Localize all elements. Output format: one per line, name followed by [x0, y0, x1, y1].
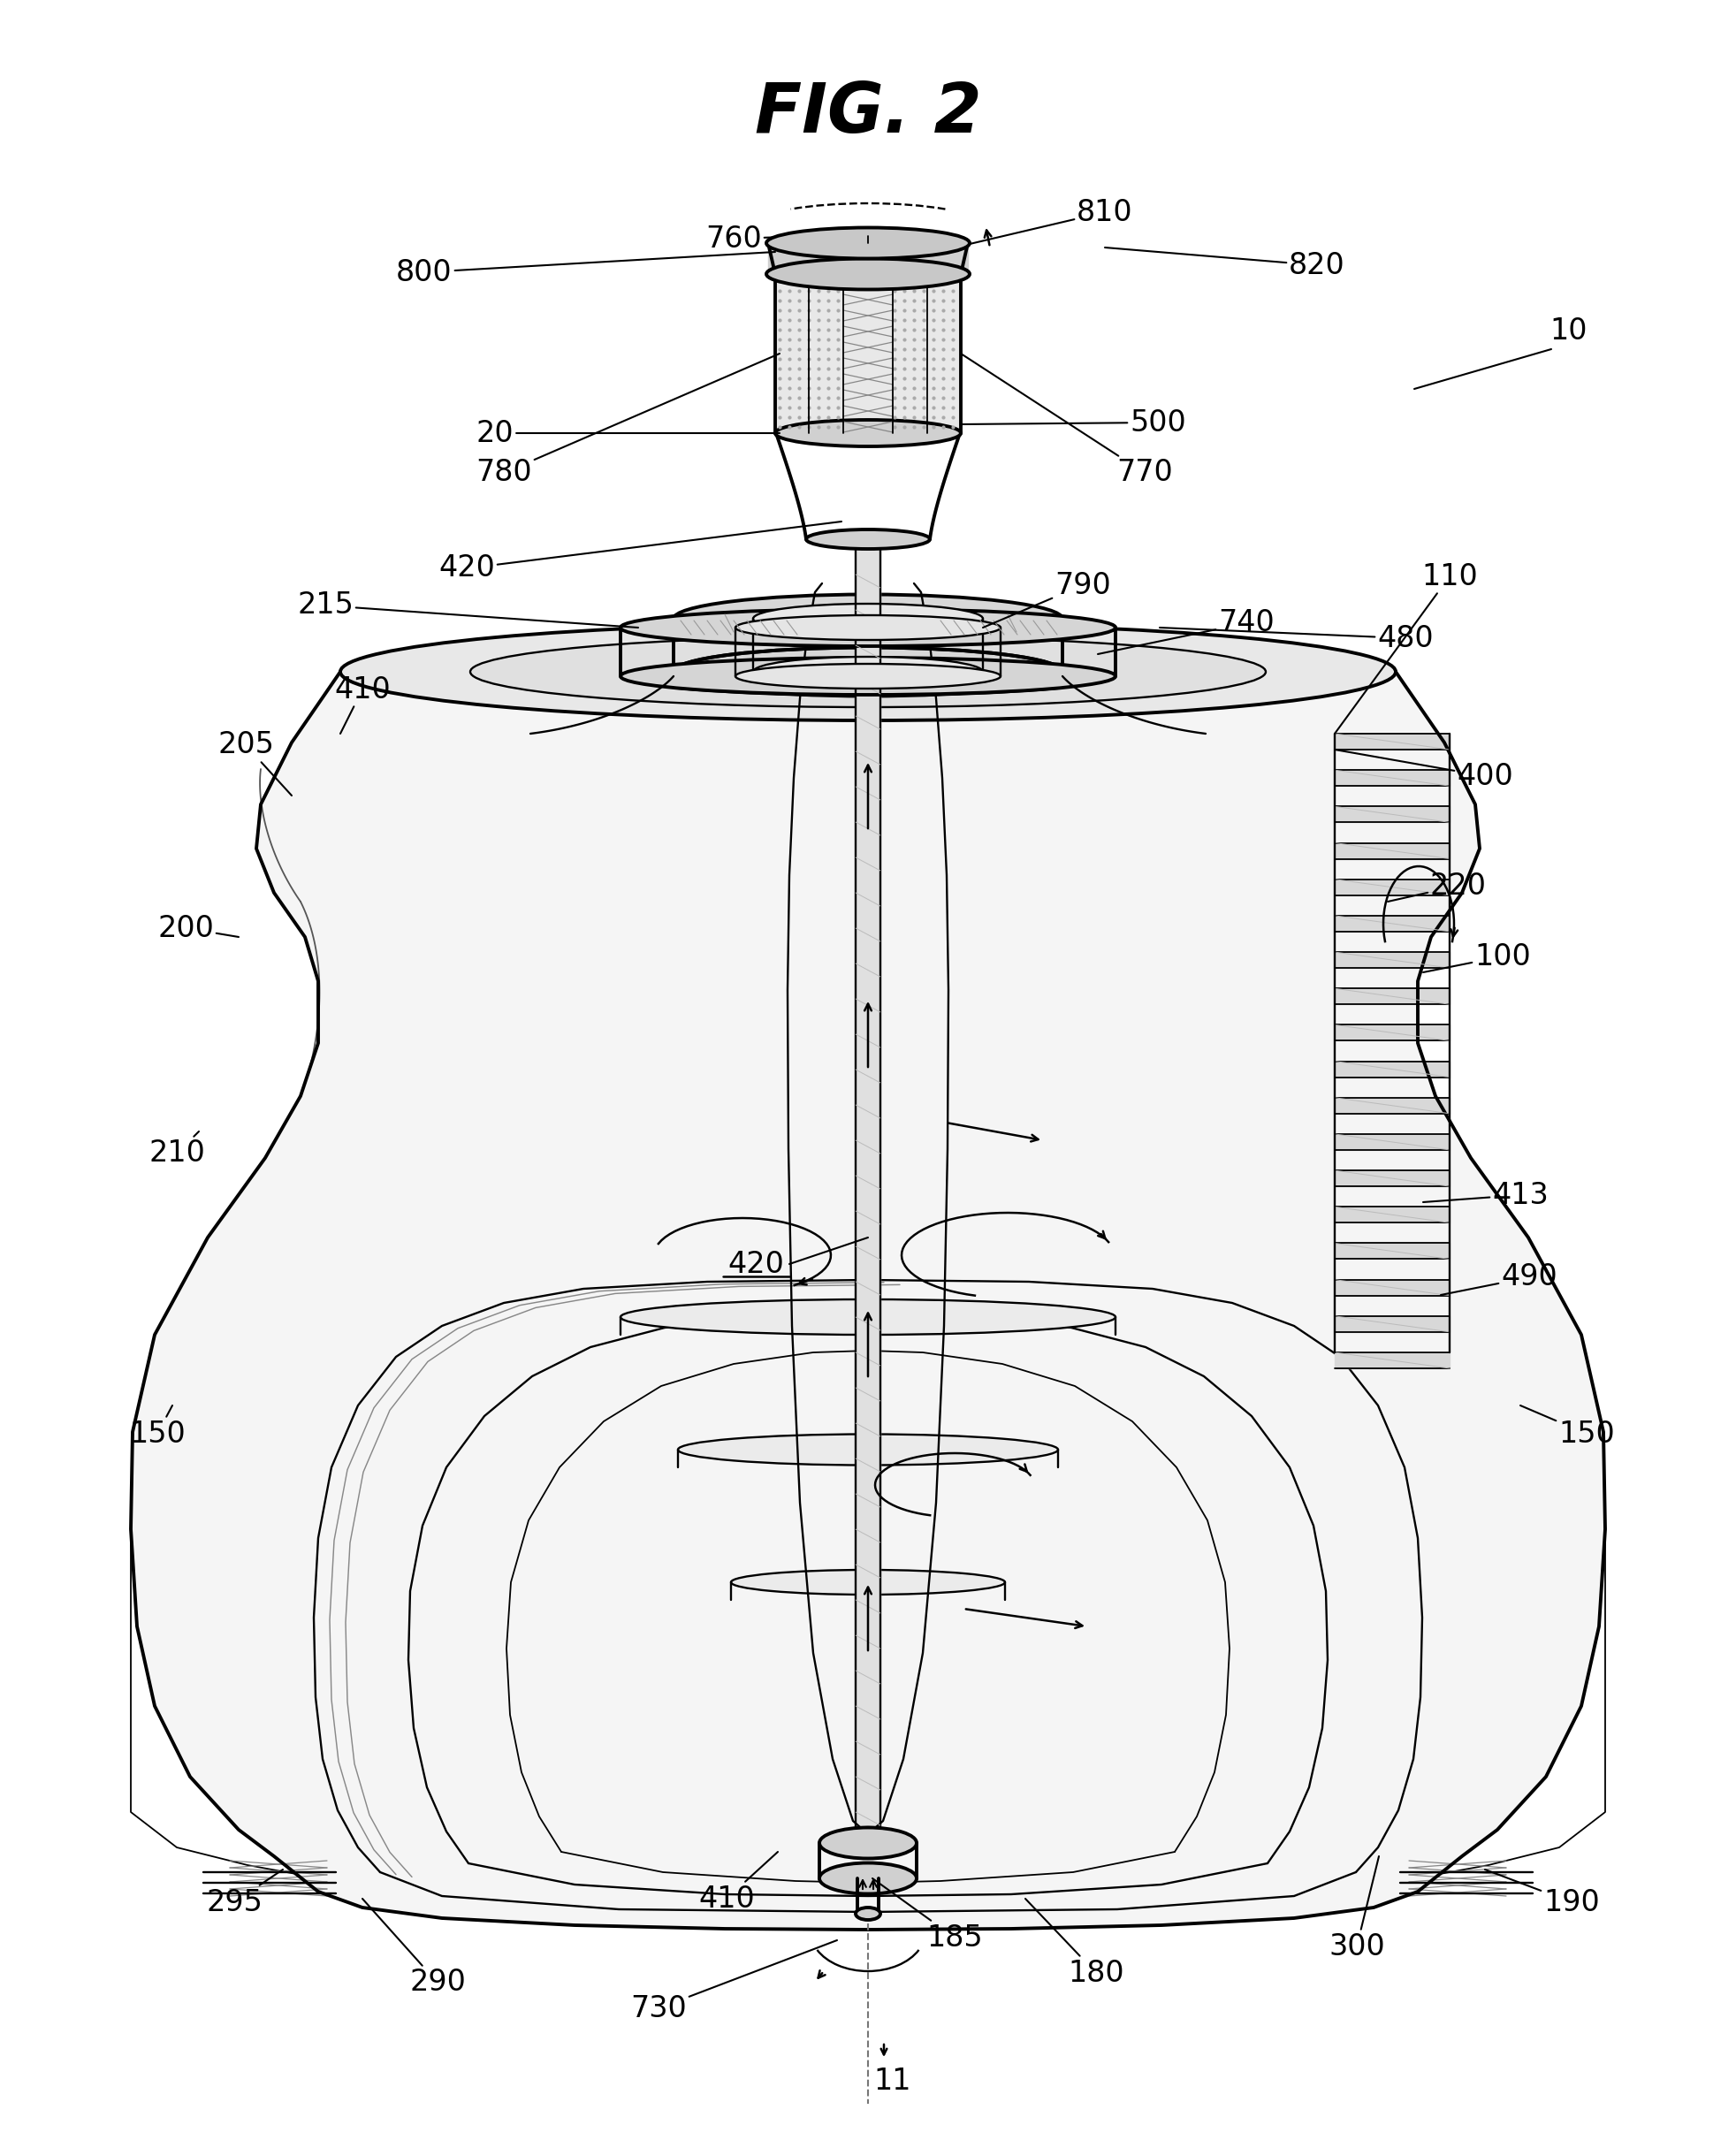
Text: 300: 300 — [1328, 1855, 1385, 1960]
Polygon shape — [1335, 952, 1450, 967]
Text: 410: 410 — [698, 1851, 778, 1913]
Polygon shape — [130, 672, 1606, 1930]
Polygon shape — [1335, 734, 1450, 749]
Text: 820: 820 — [1104, 248, 1345, 280]
Ellipse shape — [674, 648, 1062, 696]
Ellipse shape — [819, 1828, 917, 1858]
Text: FIG. 2: FIG. 2 — [755, 79, 981, 148]
Ellipse shape — [731, 1571, 1005, 1594]
Text: 205: 205 — [217, 730, 292, 796]
Text: 185: 185 — [873, 1879, 983, 1952]
Text: 290: 290 — [363, 1898, 465, 1997]
Polygon shape — [1335, 1061, 1450, 1076]
Ellipse shape — [470, 636, 1266, 706]
Polygon shape — [776, 274, 960, 432]
Ellipse shape — [856, 1907, 880, 1920]
Polygon shape — [1335, 1280, 1450, 1295]
Ellipse shape — [679, 1434, 1057, 1466]
Text: 210: 210 — [149, 1132, 205, 1168]
Text: 790: 790 — [983, 571, 1111, 627]
Ellipse shape — [776, 261, 960, 287]
Text: 420: 420 — [727, 1250, 785, 1278]
Text: 190: 190 — [1484, 1870, 1601, 1917]
Polygon shape — [1335, 989, 1450, 1004]
Text: 180: 180 — [1026, 1898, 1125, 1988]
Ellipse shape — [753, 603, 983, 633]
Text: 400: 400 — [1335, 749, 1514, 790]
Ellipse shape — [736, 663, 1000, 689]
Text: 730: 730 — [630, 1941, 837, 2022]
Ellipse shape — [620, 610, 1116, 646]
Text: 100: 100 — [1424, 942, 1531, 972]
Text: 760: 760 — [705, 225, 863, 253]
Text: 740: 740 — [1097, 608, 1274, 655]
Text: 800: 800 — [396, 253, 776, 287]
Text: 200: 200 — [158, 914, 238, 944]
Text: 295: 295 — [207, 1870, 283, 1917]
Text: 410: 410 — [335, 674, 391, 734]
Polygon shape — [767, 244, 969, 274]
Polygon shape — [1335, 770, 1450, 785]
Text: 150: 150 — [128, 1406, 186, 1449]
Ellipse shape — [852, 1828, 884, 1840]
Text: 110: 110 — [1335, 561, 1477, 734]
Polygon shape — [1335, 1134, 1450, 1149]
Polygon shape — [1335, 1025, 1450, 1040]
Text: 420: 420 — [439, 522, 842, 582]
Ellipse shape — [766, 259, 970, 289]
Polygon shape — [856, 539, 880, 1838]
Polygon shape — [1335, 843, 1450, 858]
Text: 490: 490 — [1441, 1263, 1557, 1295]
Text: 480: 480 — [1160, 623, 1434, 653]
Text: 220: 220 — [1387, 871, 1486, 901]
Text: 10: 10 — [1550, 317, 1588, 347]
Polygon shape — [1335, 1243, 1450, 1258]
Text: 215: 215 — [297, 591, 639, 627]
Text: 770: 770 — [960, 353, 1174, 488]
Ellipse shape — [674, 595, 1062, 642]
Text: 150: 150 — [1521, 1406, 1614, 1449]
Ellipse shape — [340, 623, 1396, 721]
Polygon shape — [1335, 880, 1450, 895]
Ellipse shape — [766, 227, 970, 259]
Polygon shape — [1335, 1316, 1450, 1331]
Polygon shape — [1335, 1352, 1450, 1367]
Polygon shape — [1335, 1207, 1450, 1222]
Text: 20: 20 — [476, 419, 779, 447]
Ellipse shape — [620, 657, 1116, 696]
Text: 500: 500 — [960, 409, 1186, 437]
Ellipse shape — [753, 657, 983, 687]
Ellipse shape — [819, 1864, 917, 1894]
Polygon shape — [1335, 916, 1450, 931]
Text: 11: 11 — [873, 2067, 911, 2097]
Text: 780: 780 — [476, 353, 779, 488]
Polygon shape — [1335, 1098, 1450, 1113]
Polygon shape — [1335, 807, 1450, 822]
Text: 413: 413 — [1424, 1181, 1549, 1209]
Polygon shape — [1335, 1171, 1450, 1186]
Ellipse shape — [806, 529, 930, 550]
Text: 810: 810 — [955, 197, 1134, 248]
Ellipse shape — [736, 614, 1000, 640]
Ellipse shape — [620, 1299, 1116, 1335]
Ellipse shape — [776, 419, 960, 447]
